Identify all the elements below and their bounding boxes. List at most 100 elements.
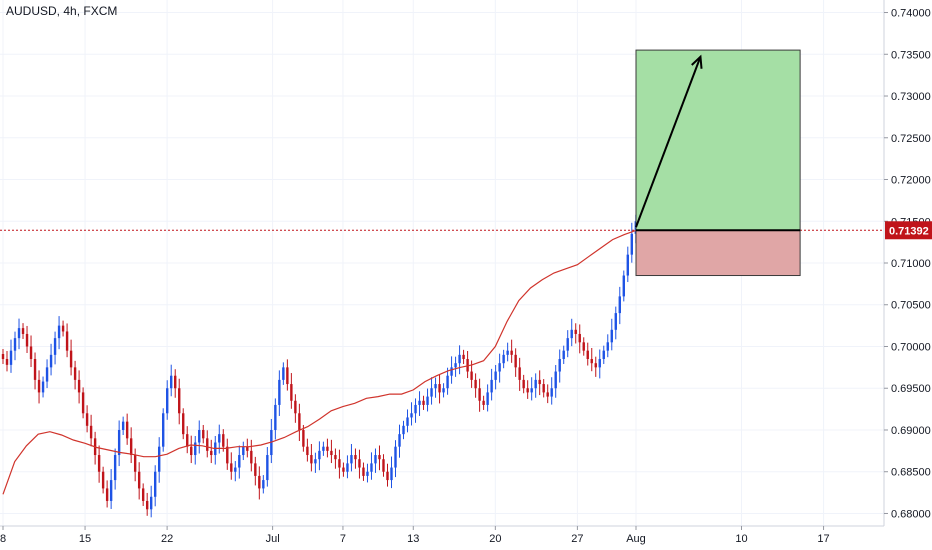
price-tick-label: 0.70500 [891, 300, 931, 312]
candle-body [218, 434, 221, 443]
candle-body [566, 338, 569, 351]
candle-body [458, 354, 461, 364]
candle-body [258, 475, 261, 489]
candle-body [582, 342, 585, 351]
candle-body [330, 450, 333, 456]
candle-body [282, 367, 285, 380]
candle-body [57, 325, 61, 339]
time-axis[interactable]: 8 15 22 Jul 7 13 20 27 Aug 10 17 [0, 525, 932, 550]
price-tick-label: 0.68000 [891, 508, 931, 520]
candle-body [290, 384, 293, 401]
candle-body [230, 463, 233, 472]
candle-body [222, 434, 225, 447]
moving-average-line [2, 229, 637, 495]
candle-body [378, 455, 381, 460]
price-tick-label: 0.68500 [891, 467, 931, 479]
candle-body [422, 400, 425, 405]
candle-body [390, 467, 393, 481]
time-tick-label: 7 [340, 533, 346, 545]
candle-body [426, 396, 429, 405]
title-separator: , [76, 4, 84, 18]
candle-body [149, 496, 153, 510]
candle-body [33, 359, 37, 380]
candle-body [162, 413, 165, 447]
candle-body [310, 455, 313, 464]
candle-body [157, 446, 161, 472]
candle-body [298, 413, 301, 430]
candle-body [438, 384, 441, 393]
chart-grid [0, 0, 884, 526]
long-position-tool[interactable] [635, 49, 801, 277]
price-tick-label: 0.74000 [891, 8, 931, 20]
candle-body [406, 417, 409, 426]
candle-body [542, 384, 545, 393]
candle-body [77, 379, 81, 393]
candle-body [286, 367, 289, 385]
candle-body [362, 467, 365, 476]
candle-body [262, 480, 265, 489]
candle-body [350, 455, 353, 464]
candle-body [514, 354, 517, 368]
candle-body [538, 379, 541, 385]
candle-body [210, 450, 213, 456]
candle-body [354, 455, 357, 460]
candle-body [554, 371, 557, 389]
candle-body [506, 350, 509, 355]
candle-body [174, 375, 177, 389]
price-tick-label: 0.71000 [891, 258, 931, 270]
candle-body [590, 359, 593, 364]
time-tick-label: 17 [817, 533, 829, 545]
target-zone [635, 49, 801, 231]
candle-body [5, 359, 9, 365]
candle-body [318, 450, 321, 460]
price-tick-label: 0.69000 [891, 425, 931, 437]
candle-body [141, 488, 145, 501]
candle-body [206, 438, 209, 451]
candle-body [562, 350, 565, 360]
candle-body [574, 329, 577, 334]
candle-body [402, 425, 405, 435]
candle-body [190, 446, 193, 456]
candle-body [278, 379, 281, 405]
candle-body [254, 463, 257, 476]
time-tick-label: 10 [735, 533, 747, 545]
price-axis-bg [884, 0, 932, 550]
candle-body [358, 459, 361, 468]
time-tick-label: 8 [0, 533, 6, 545]
candle-body [382, 459, 385, 472]
candle-body [454, 363, 457, 368]
candle-body [450, 367, 453, 376]
exchange-label: FXCM [83, 4, 118, 18]
time-tick-label: 27 [571, 533, 583, 545]
last-price-badge [885, 221, 932, 240]
last-price-label: 0.71392 [885, 221, 932, 240]
candle-body [274, 404, 277, 430]
candle-body [121, 421, 125, 430]
candle-body [470, 371, 473, 380]
candle-body [618, 296, 621, 314]
time-tick-label: 20 [489, 533, 501, 545]
candle-body [366, 471, 369, 476]
candle-body [614, 313, 617, 330]
candle-body [21, 328, 25, 334]
candle-body [17, 328, 21, 339]
candle-body [578, 333, 581, 343]
candle-body [522, 379, 525, 389]
candle-body [482, 400, 485, 405]
candle-body [386, 471, 389, 481]
candle-body [125, 421, 129, 439]
candle-body [374, 455, 377, 464]
candle-body [558, 359, 561, 372]
candle-body [410, 413, 413, 418]
candle-body [442, 388, 445, 393]
time-tick-label: Aug [626, 533, 646, 545]
candle-body [202, 429, 205, 439]
last-price-text: 0.71392 [889, 225, 929, 237]
candle-body [186, 434, 189, 447]
candle-body [246, 446, 249, 451]
price-axis[interactable]: 0.740000.735000.730000.725000.720000.715… [883, 0, 932, 550]
candle-body [546, 392, 549, 397]
candle-body [594, 363, 597, 368]
candle-body [105, 488, 109, 501]
